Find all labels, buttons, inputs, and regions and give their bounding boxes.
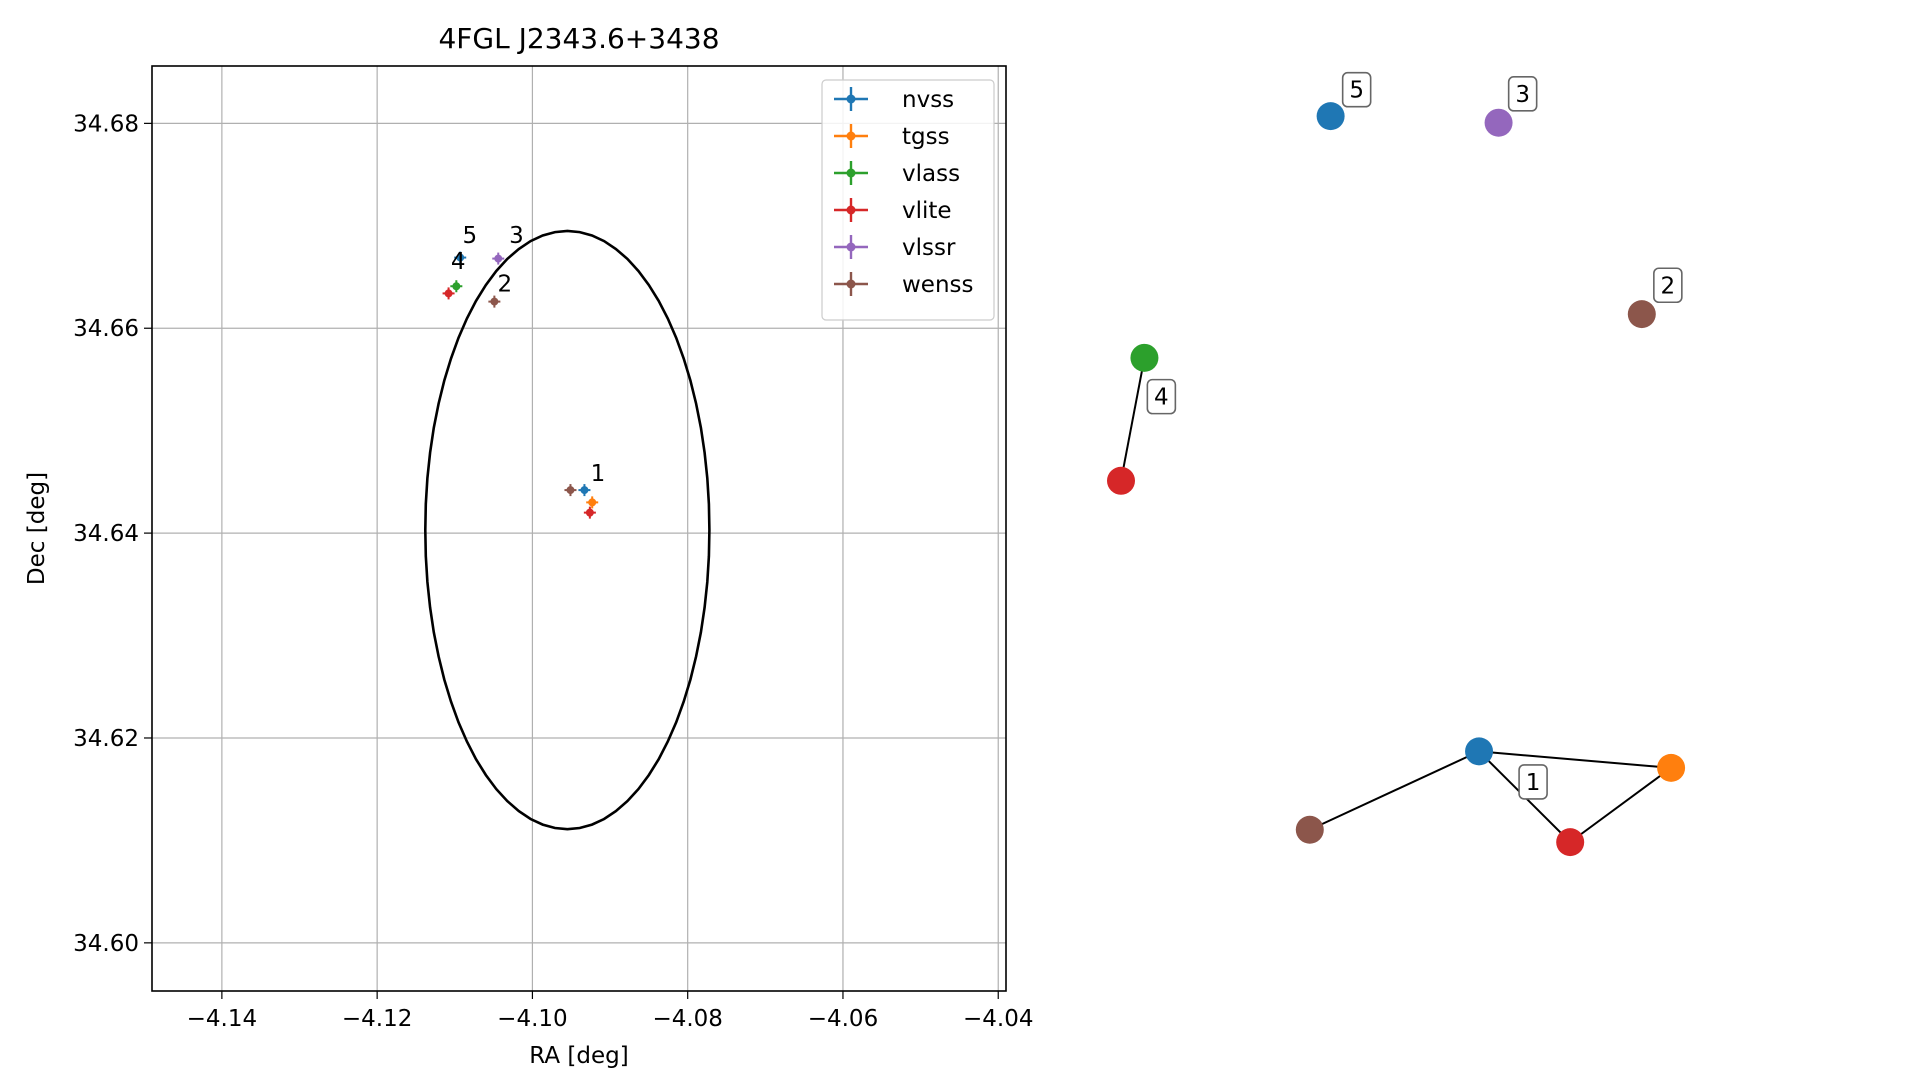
legend-item-tgss: tgss: [834, 124, 950, 150]
network-edges: [1120, 357, 1672, 843]
scatter-panel: 1 2 3 45 −4.14 −4.12 −4.10 −4.08 −4.06 −4.04 34.…: [24, 22, 1033, 1069]
legend-label: vlite: [902, 198, 952, 224]
legend: nvss tgss vlass vlite vlssr wenss: [821, 79, 995, 321]
source-number-label: 5: [463, 223, 478, 249]
data-point-tgss: [586, 496, 599, 509]
data-point-vlssr: [492, 252, 505, 265]
y-axis-ticks: 34.60 34.62 34.64 34.66 34.68: [73, 111, 152, 957]
chart-title: 4FGL J2343.6+3438: [438, 22, 719, 55]
source-number-label: 2: [497, 271, 512, 297]
network-node: [1465, 737, 1494, 766]
network-number-label: 1: [1518, 764, 1548, 800]
data-point-vlass: [450, 280, 463, 293]
legend-item-nvss: nvss: [834, 87, 954, 113]
network-node: [1316, 102, 1345, 131]
network-node: [1130, 343, 1159, 372]
svg-text:5: 5: [1349, 78, 1364, 104]
source-number-label: 3: [509, 223, 524, 249]
network-edge: [1478, 750, 1672, 769]
source-number-label: 4: [451, 249, 466, 275]
data-point-vlite: [442, 287, 455, 300]
x-axis-label: RA [deg]: [529, 1043, 628, 1069]
network-node: [1484, 108, 1513, 137]
data-point-nvss: [578, 484, 591, 497]
network-node: [1657, 753, 1686, 782]
network-nodes: [1107, 102, 1686, 857]
source-points: [442, 251, 599, 519]
network-edge: [1569, 767, 1672, 843]
network-number-label: 2: [1653, 267, 1683, 304]
legend-item-vlass: vlass: [834, 161, 960, 187]
source-annotations: 1 2 3 45: [451, 223, 605, 487]
svg-text:2: 2: [1661, 273, 1676, 299]
x-axis-ticks: −4.14 −4.12 −4.10 −4.08 −4.06 −4.04: [187, 991, 1033, 1032]
source-number-label: 1: [591, 461, 606, 487]
legend-item-vlssr: vlssr: [834, 235, 956, 261]
y-tick-label: 34.68: [73, 111, 139, 137]
x-tick-label: −4.04: [963, 1006, 1033, 1032]
network-panel: 1 2 3 4 5: [1107, 71, 1686, 857]
x-tick-label: −4.06: [808, 1006, 878, 1032]
network-number-label: 5: [1341, 71, 1372, 108]
network-node: [1295, 815, 1324, 844]
data-point-nvss: [454, 251, 467, 264]
network-node: [1107, 466, 1135, 495]
svg-text:1: 1: [1526, 770, 1541, 796]
network-labels: 1 2 3 4 5: [1146, 71, 1683, 800]
y-tick-label: 34.60: [73, 931, 139, 957]
network-node: [1556, 828, 1585, 857]
legend-item-wenss: wenss: [834, 272, 974, 298]
data-point-wenss: [488, 295, 501, 308]
x-tick-label: −4.14: [187, 1006, 257, 1032]
legend-label: tgss: [902, 124, 950, 150]
data-point-wenss: [564, 484, 577, 497]
y-tick-label: 34.64: [73, 521, 139, 547]
y-tick-label: 34.62: [73, 726, 139, 752]
localization-circle: [423, 229, 711, 831]
x-tick-label: −4.10: [497, 1006, 567, 1032]
network-number-label: 4: [1146, 378, 1177, 415]
x-tick-label: −4.12: [342, 1006, 412, 1032]
circle-outline: [423, 229, 711, 831]
x-tick-label: −4.08: [652, 1006, 722, 1032]
legend-item-vlite: vlite: [834, 198, 952, 224]
grid-lines: [152, 66, 1006, 991]
network-edge: [1309, 750, 1480, 831]
legend-label: wenss: [902, 272, 974, 298]
legend-box: [821, 79, 995, 321]
data-point-vlite: [583, 506, 596, 519]
network-edge: [1120, 357, 1146, 481]
svg-text:3: 3: [1515, 82, 1530, 108]
plot-frame: [151, 65, 1007, 992]
y-tick-label: 34.66: [73, 316, 139, 342]
svg-text:4: 4: [1154, 385, 1169, 411]
legend-label: vlssr: [902, 235, 956, 261]
network-node: [1627, 300, 1656, 329]
legend-label: vlass: [902, 161, 960, 187]
legend-label: nvss: [902, 87, 954, 113]
network-number-label: 3: [1507, 76, 1538, 112]
y-axis-label: Dec [deg]: [24, 472, 50, 585]
